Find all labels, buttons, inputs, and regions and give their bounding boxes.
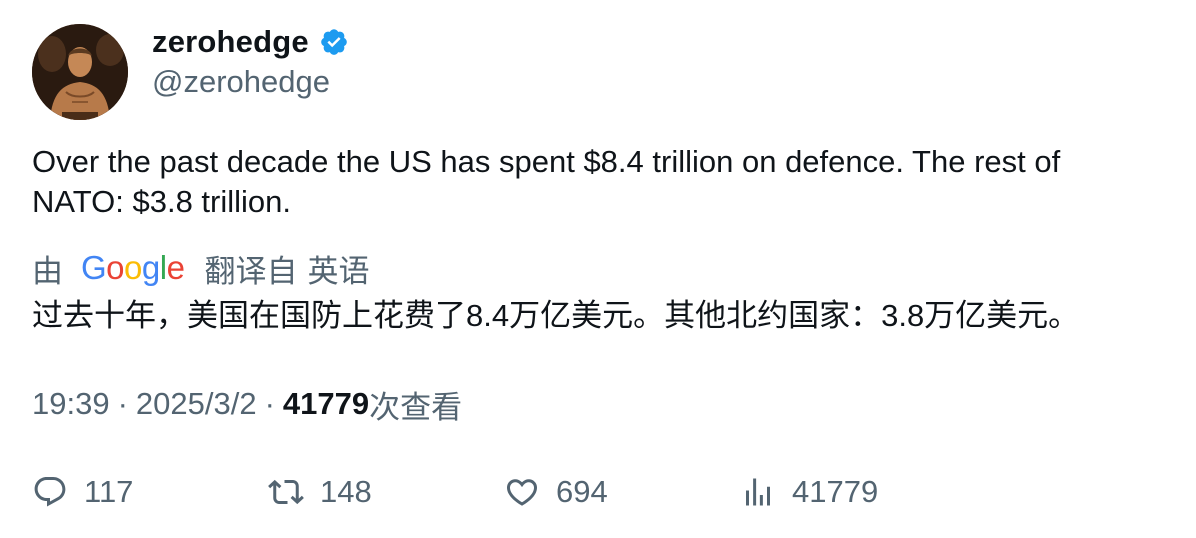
bar-chart-icon [740, 474, 776, 510]
reply-button[interactable]: 117 [32, 470, 133, 514]
like-count: 694 [556, 474, 608, 509]
retweet-arrows-icon [268, 474, 304, 510]
display-name[interactable]: zerohedge [152, 24, 309, 59]
source-language-link[interactable]: 英语 [307, 253, 370, 289]
google-letter: o [124, 249, 142, 286]
reply-count: 117 [84, 474, 134, 509]
translated-from-label: 翻译自 [204, 253, 298, 289]
retweet-count: 148 [320, 474, 372, 509]
google-letter: G [81, 249, 107, 286]
google-letter: g [141, 249, 160, 286]
translated-text: 过去十年，美国在国防上花费了8.4万亿美元。其他北约国家：3.8万亿美元。 [32, 298, 1080, 333]
tweet-date[interactable]: 2025/3/2 [135, 386, 257, 421]
heart-icon [504, 474, 540, 510]
google-letter: o [106, 249, 125, 286]
views-action-count: 41779 [792, 474, 879, 509]
translation-attribution: 由 Google 翻译自 英语 [32, 248, 370, 289]
translated-by-label: 由 [32, 253, 63, 289]
author-handle[interactable]: @zerohedge [152, 64, 330, 99]
tweet-time[interactable]: 19:39 [32, 386, 110, 421]
verified-badge-icon [319, 27, 349, 57]
views-label: 次查看 [369, 389, 463, 425]
like-button[interactable]: 694 [504, 470, 608, 514]
action-bar: 117 148 694 41779 [32, 470, 1162, 514]
speech-bubble-icon [32, 474, 68, 510]
avatar-image [32, 24, 128, 120]
google-letter: e [166, 249, 185, 286]
meta-separator: · [117, 386, 128, 421]
author-name-row: zerohedge [152, 24, 349, 60]
google-letter: l [159, 249, 167, 286]
tweet-text: Over the past decade the US has spent $8… [32, 144, 1061, 219]
views-count: 41779 [282, 386, 370, 421]
meta-separator: · [264, 386, 275, 421]
avatar[interactable] [32, 24, 128, 120]
tweet-meta: 19:39 · 2025/3/2 · 41779 次查看 [32, 384, 463, 425]
retweet-button[interactable]: 148 [268, 470, 372, 514]
views-button[interactable]: 41779 [740, 470, 878, 514]
google-logo: Google [81, 249, 185, 287]
